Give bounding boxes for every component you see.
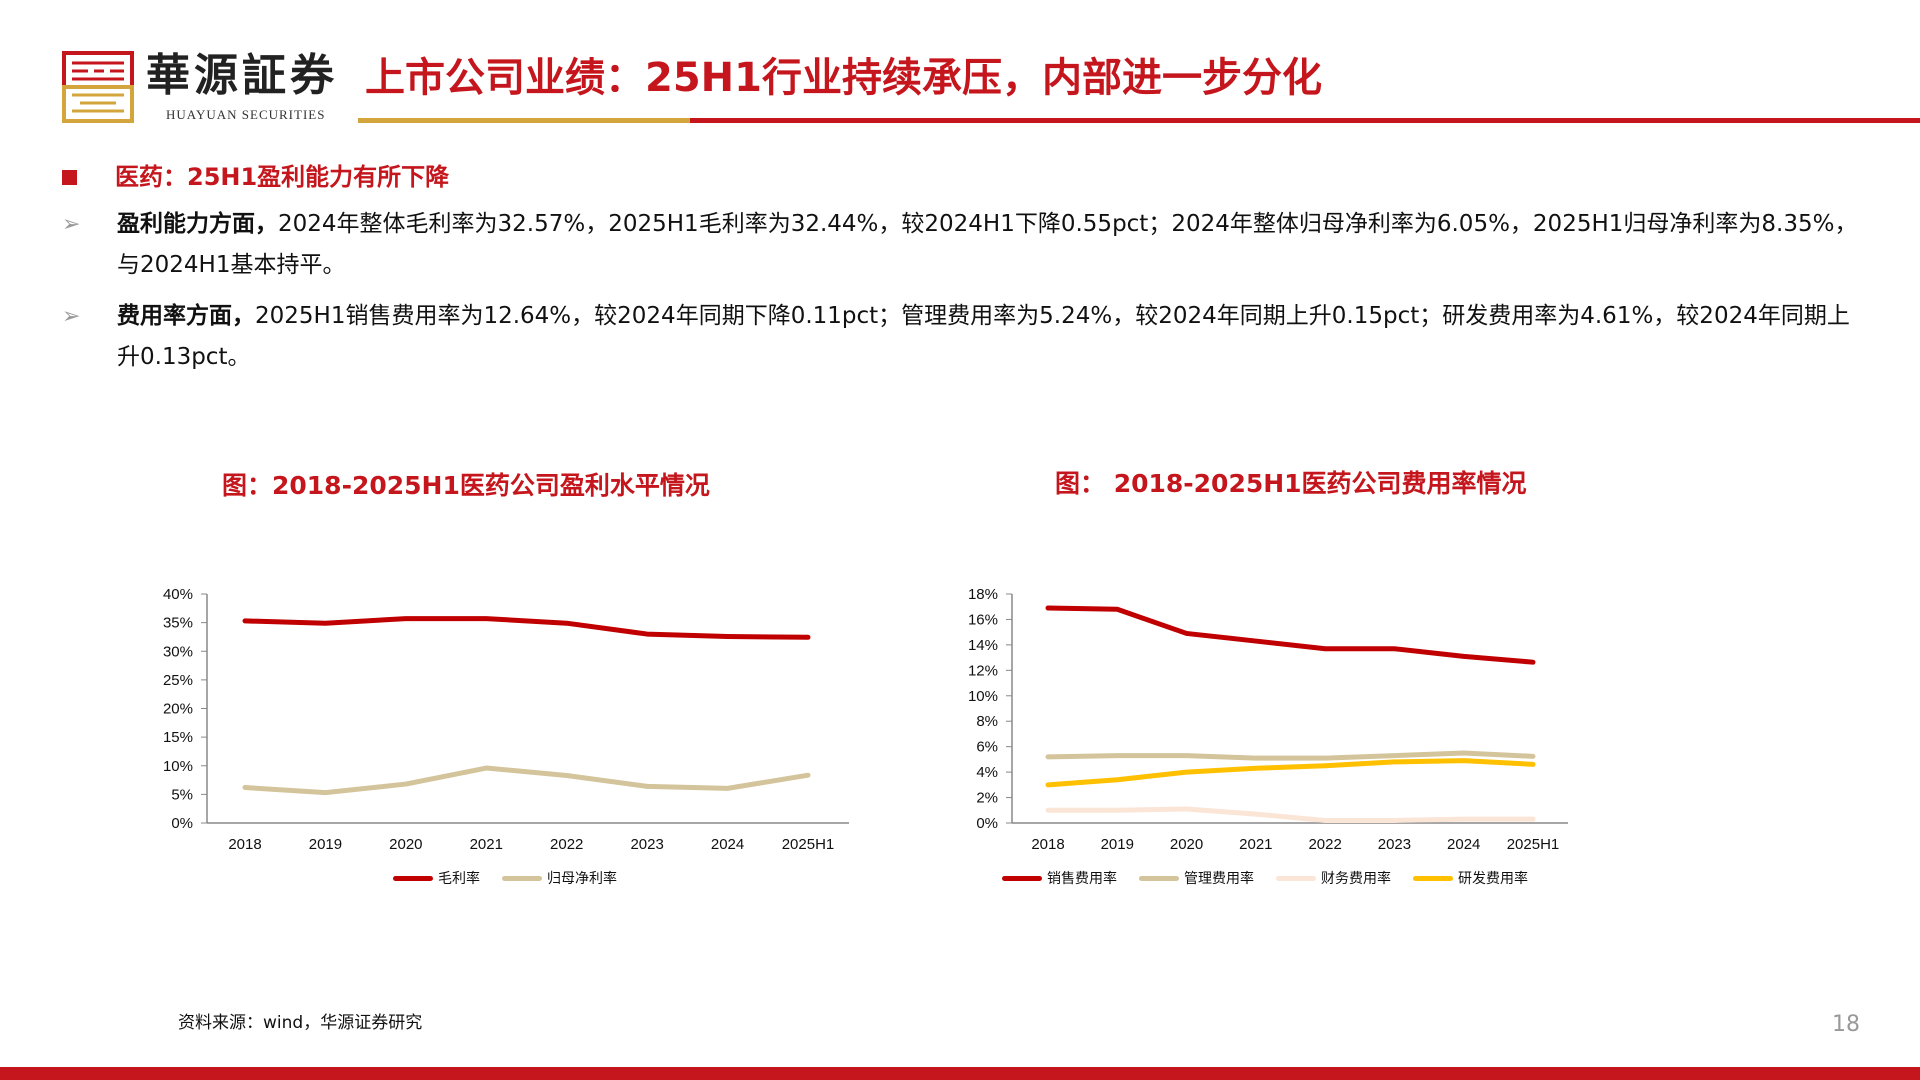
legend-profitability: 毛利率 归母净利率 — [393, 868, 617, 888]
y-tick-label: 18% — [968, 586, 998, 603]
legend-label: 研发费用率 — [1458, 871, 1528, 887]
y-tick-label: 4% — [976, 764, 998, 781]
header-divider-red — [690, 118, 1920, 123]
arrow-bullet-icon: ➢ — [62, 212, 81, 237]
bullet-profitability: ➢ 盈利能力方面，2024年整体毛利率为32.57%，2025H1毛利率为32.… — [62, 204, 1862, 286]
legend-label: 归母净利率 — [547, 871, 617, 887]
y-tick-label: 35% — [163, 615, 193, 632]
section-heading-row: 医药：25H1盈利能力有所下降 — [62, 160, 1862, 194]
x-tick-label: 2025H1 — [782, 836, 835, 853]
y-tick-label: 6% — [976, 739, 998, 756]
paragraph-text: 2024年整体毛利率为32.57%，2025H1毛利率为32.44%，较2024… — [117, 211, 1858, 278]
legend-item: 销售费用率 — [1002, 868, 1117, 888]
x-tick-label: 2022 — [1308, 836, 1341, 853]
legend-item: 管理费用率 — [1139, 868, 1254, 888]
y-tick-label: 20% — [163, 701, 193, 718]
y-tick-label: 2% — [976, 790, 998, 807]
x-tick-label: 2021 — [470, 836, 503, 853]
x-tick-label: 2023 — [1378, 836, 1411, 853]
series-line-财务费用率 — [1045, 806, 1536, 823]
brand-name: 華源証券 — [146, 50, 338, 101]
paragraph-profitability: 盈利能力方面，2024年整体毛利率为32.57%，2025H1毛利率为32.44… — [117, 204, 1862, 286]
y-tick-label: 0% — [976, 815, 998, 832]
x-tick-label: 2020 — [1170, 836, 1203, 853]
legend-item: 毛利率 — [393, 868, 480, 888]
paragraph-expenses: 费用率方面，2025H1销售费用率为12.64%，较2024年同期下降0.11p… — [117, 296, 1862, 378]
paragraph-lead: 费用率方面， — [117, 303, 255, 329]
chart-1-plot: 0% 2% 4% 6% 8% 10% 12% 14% 16% 18% 2018 2019 2020 202… — [968, 586, 1568, 853]
square-bullet-icon — [62, 169, 77, 185]
legend-label: 销售费用率 — [1047, 871, 1117, 887]
chart-title-profitability: 图：2018-2025H1医药公司盈利水平情况 — [222, 471, 710, 500]
x-tick-label: 2024 — [711, 836, 744, 853]
series-line-研发费用率 — [1045, 758, 1536, 788]
y-tick-label: 10% — [163, 758, 193, 775]
paragraph-lead: 盈利能力方面， — [117, 211, 278, 237]
paragraph-text: 2025H1销售费用率为12.64%，较2024年同期下降0.11pct；管理费… — [117, 303, 1850, 370]
y-tick-label: 10% — [968, 688, 998, 705]
section-heading: 医药：25H1盈利能力有所下降 — [115, 163, 450, 191]
page-number: 18 — [1832, 1012, 1860, 1037]
series-line-归母净利率 — [242, 765, 811, 796]
legend-label: 管理费用率 — [1184, 871, 1254, 887]
bullet-expenses: ➢ 费用率方面，2025H1销售费用率为12.64%，较2024年同期下降0.1… — [62, 296, 1862, 378]
legend-label: 财务费用率 — [1321, 871, 1391, 887]
legend-item: 财务费用率 — [1276, 868, 1391, 888]
page-title: 上市公司业绩：25H1行业持续承压，内部进一步分化 — [365, 55, 1322, 101]
x-tick-label: 2020 — [389, 836, 422, 853]
legend-item: 研发费用率 — [1413, 868, 1528, 888]
y-tick-label: 25% — [163, 672, 193, 689]
series-line-毛利率 — [242, 616, 811, 640]
legend-swatch — [393, 875, 433, 881]
legend-swatch — [1413, 875, 1453, 881]
x-tick-label: 2021 — [1239, 836, 1272, 853]
y-tick-label: 14% — [968, 637, 998, 654]
y-tick-label: 15% — [163, 729, 193, 746]
legend-swatch — [502, 875, 542, 881]
y-tick-label: 8% — [976, 713, 998, 730]
y-tick-label: 5% — [171, 786, 193, 803]
y-tick-label: 16% — [968, 611, 998, 628]
x-tick-label: 2019 — [1101, 836, 1134, 853]
legend-swatch — [1139, 875, 1179, 881]
legend-swatch — [1002, 875, 1042, 881]
huayuan-logo — [62, 51, 134, 123]
header-divider-gold — [358, 118, 690, 123]
series-line-销售费用率 — [1045, 605, 1536, 665]
source-note: 资料来源：wind，华源证券研究 — [178, 1013, 423, 1033]
y-tick-label: 30% — [163, 643, 193, 660]
legend-item: 归母净利率 — [502, 868, 617, 888]
x-tick-label: 2025H1 — [1507, 836, 1560, 853]
legend-label: 毛利率 — [438, 871, 480, 887]
chart-title-expenses: 图： 2018-2025H1医药公司费用率情况 — [1055, 469, 1527, 498]
legend-expenses: 销售费用率 管理费用率 财务费用率 研发费用率 — [1002, 868, 1528, 888]
x-tick-label: 2023 — [630, 836, 663, 853]
brand-name-en: HUAYUAN SECURITIES — [166, 107, 326, 122]
series-line-管理费用率 — [1045, 750, 1536, 761]
chart-0-plot: 0% 5% 10% 15% 20% 25% 30% 35% 40% 2018 2019 2020 202… — [163, 586, 849, 853]
x-tick-label: 2022 — [550, 836, 583, 853]
x-tick-label: 2019 — [309, 836, 342, 853]
arrow-bullet-icon: ➢ — [62, 304, 81, 329]
section-content: 医药：25H1盈利能力有所下降 ➢ 盈利能力方面，2024年整体毛利率为32.5… — [62, 160, 1862, 378]
y-tick-label: 0% — [171, 815, 193, 832]
y-tick-label: 40% — [163, 586, 193, 603]
x-tick-label: 2018 — [228, 836, 261, 853]
legend-swatch — [1276, 875, 1316, 881]
x-tick-label: 2024 — [1447, 836, 1480, 853]
x-tick-label: 2018 — [1031, 836, 1064, 853]
footer-bar — [0, 1067, 1920, 1080]
y-tick-label: 12% — [968, 662, 998, 679]
